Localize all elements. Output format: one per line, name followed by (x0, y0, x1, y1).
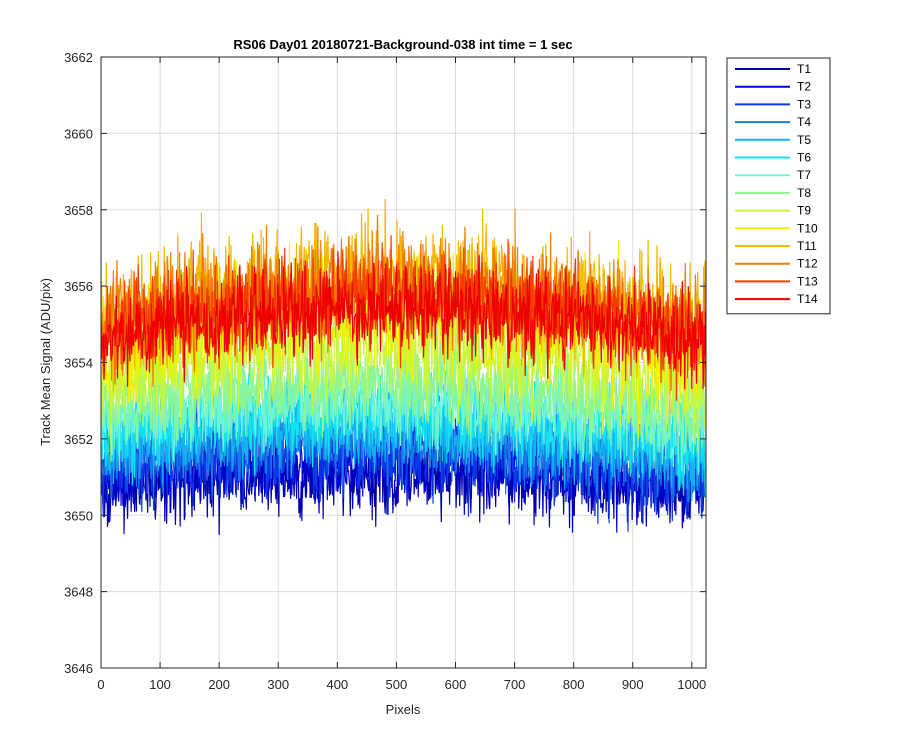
legend-label-t3: T3 (797, 97, 811, 111)
chart-title: RS06 Day01 20180721-Background-038 int t… (233, 37, 572, 52)
series-line-t8 (101, 331, 706, 462)
legend-label-t1: T1 (797, 62, 811, 76)
x-tick-label: 700 (504, 677, 526, 692)
x-tick-label: 200 (208, 677, 230, 692)
y-axis-ticks: 3646 3648 3650 3652 3654 3656 3658 3660 3662 (64, 50, 706, 676)
x-tick-label: 100 (149, 677, 171, 692)
y-tick-label: 3656 (64, 279, 93, 294)
y-tick-label: 3652 (64, 432, 93, 447)
series-line-t13 (101, 234, 706, 402)
legend-label-t7: T7 (797, 168, 811, 182)
legend-label-t13: T13 (797, 274, 818, 288)
series-layer (101, 198, 706, 536)
legend-label-t4: T4 (797, 115, 811, 129)
legend: T1 T2 T3 T4 T5 T6 T7 T8 T9 T10 T11 T12 T13 T14 (726, 57, 831, 315)
x-tick-label: 900 (622, 677, 644, 692)
x-tick-label: 500 (386, 677, 408, 692)
y-tick-label: 3662 (64, 50, 93, 65)
legend-label-t9: T9 (797, 204, 811, 218)
x-tick-label: 800 (563, 677, 585, 692)
legend-label-t11: T11 (797, 239, 817, 253)
legend-label-t10: T10 (797, 221, 818, 235)
series-line-t14 (101, 250, 706, 390)
y-tick-label: 3660 (64, 126, 93, 141)
legend-label-t12: T12 (797, 257, 818, 271)
legend-label-t14: T14 (797, 292, 818, 306)
y-axis-label: Track Mean Signal (ADU/pix) (38, 278, 53, 446)
legend-label-t6: T6 (797, 151, 811, 165)
y-tick-label: 3654 (64, 356, 93, 371)
y-tick-label: 3658 (64, 203, 93, 218)
y-tick-label: 3648 (64, 585, 93, 600)
legend-label-t5: T5 (797, 133, 811, 147)
series-line-t9 (101, 277, 706, 462)
x-axis-label: Pixels (386, 702, 421, 717)
y-tick-label: 3646 (64, 661, 93, 676)
x-axis-ticks: 0 100 200 300 400 500 600 700 800 900 1000 (97, 57, 706, 692)
x-tick-label: 300 (267, 677, 289, 692)
x-tick-label: 600 (445, 677, 467, 692)
x-tick-label: 400 (326, 677, 348, 692)
legend-label-t2: T2 (797, 80, 811, 94)
x-tick-label: 1000 (677, 677, 706, 692)
y-tick-label: 3650 (64, 508, 93, 523)
legend-box (726, 57, 831, 315)
legend-label-t8: T8 (797, 186, 811, 200)
x-tick-label: 0 (97, 677, 104, 692)
